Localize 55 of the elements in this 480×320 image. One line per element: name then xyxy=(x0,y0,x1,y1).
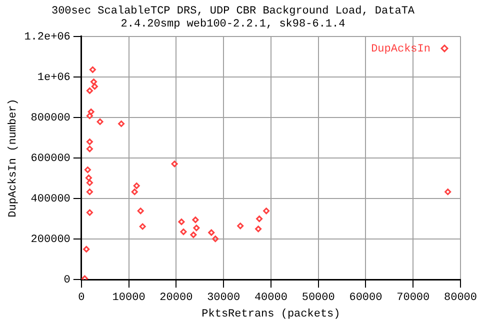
point xyxy=(86,188,93,196)
point xyxy=(83,246,90,252)
point xyxy=(180,228,187,236)
x-tick-label: 70000 xyxy=(396,292,430,304)
point xyxy=(137,208,144,214)
y-tick-label: 800000 xyxy=(30,112,70,124)
point xyxy=(208,229,215,236)
y-tick-label: 0 xyxy=(64,274,70,287)
point xyxy=(86,179,93,186)
y-tick-label: 1e+06 xyxy=(37,72,70,84)
point xyxy=(133,182,140,190)
point xyxy=(88,108,94,116)
y-tick-label: 400000 xyxy=(30,193,70,206)
x-tick-label: 20000 xyxy=(160,292,193,304)
chart-title: 300sec ScalableTCP DRS, UDP CBR Background Load, DataTA xyxy=(51,6,415,18)
point xyxy=(86,112,93,120)
point xyxy=(89,66,96,73)
point xyxy=(86,209,93,216)
point xyxy=(81,275,88,280)
point xyxy=(178,218,185,226)
point xyxy=(256,216,263,222)
point xyxy=(192,216,199,224)
point xyxy=(91,83,98,90)
point xyxy=(237,222,244,230)
point xyxy=(96,118,104,125)
point xyxy=(139,223,146,230)
y-axis-title: DupAcksIn (number) xyxy=(8,98,20,218)
legend-label: DupAcksIn xyxy=(371,43,430,56)
point xyxy=(212,236,219,242)
point xyxy=(171,160,178,168)
x-tick-label: 80000 xyxy=(444,292,478,304)
point xyxy=(90,78,97,86)
x-tick-label: 60000 xyxy=(349,292,382,304)
point xyxy=(190,232,197,238)
point xyxy=(444,188,452,196)
point xyxy=(84,166,91,174)
x-axis-title: PktsRetrans (packets) xyxy=(202,308,340,320)
point xyxy=(263,208,270,214)
point xyxy=(255,226,262,232)
x-tick-label: 40000 xyxy=(254,292,288,304)
y-tick-label: 600000 xyxy=(30,152,70,165)
point xyxy=(193,224,200,232)
point xyxy=(86,138,93,146)
y-tick-label: 1.2e+06 xyxy=(24,31,70,44)
x-tick-label: 30000 xyxy=(207,292,240,304)
x-tick-label: 50000 xyxy=(302,292,335,304)
x-tick-label: 0 xyxy=(78,292,85,304)
y-tick-label: 200000 xyxy=(30,234,70,246)
point xyxy=(118,120,125,127)
point xyxy=(86,146,93,152)
point xyxy=(86,87,93,94)
point xyxy=(85,174,92,182)
x-tick-label: 10000 xyxy=(112,292,146,304)
chart-subtitle: 2.4.20smp web100-2.2.1, sk98-6.1.4 xyxy=(120,18,346,31)
point xyxy=(131,188,138,196)
